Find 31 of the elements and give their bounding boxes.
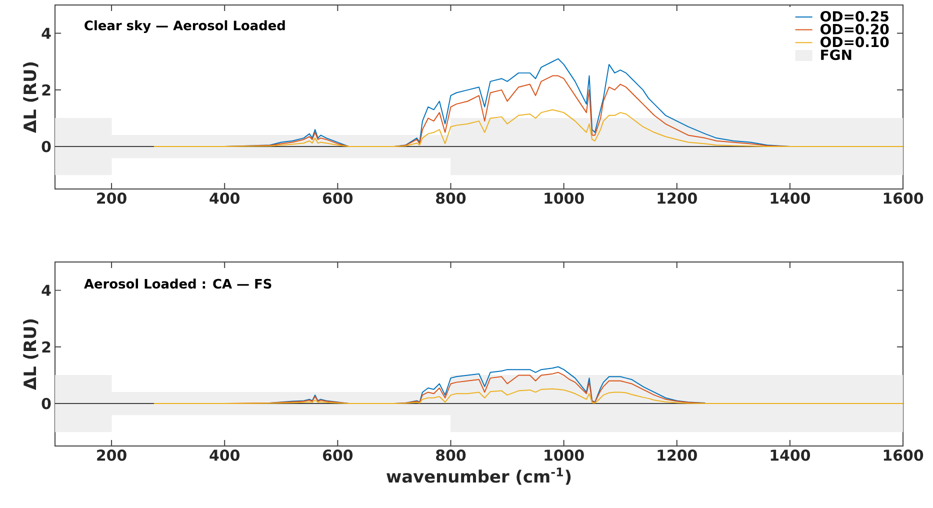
x-tick-label: 1000 [544, 450, 584, 461]
x-tick-label: 200 [97, 450, 126, 461]
x-axis-title: wavenumber (cm$^{-1}$) [386, 468, 571, 485]
legend-label: OD=0.25 [820, 11, 888, 22]
y-tick-label: 4 [42, 28, 51, 39]
legend-label: OD=0.20 [820, 24, 889, 34]
y-axis-title: ΔL (RU) [23, 319, 38, 390]
x-tick-label: 1600 [884, 192, 924, 204]
x-tick-label: 1400 [770, 192, 810, 204]
x-tick-label: 1000 [544, 192, 584, 204]
x-tick-label: 200 [97, 192, 126, 204]
text: Aerosol Loaded : CA — FS [84, 278, 272, 289]
y-tick-label: 2 [42, 84, 50, 96]
y-tick-label: 2 [42, 341, 50, 352]
y-tick-label: 0 [42, 140, 51, 152]
x-tick-label: 1200 [658, 192, 697, 204]
text: Clear sky — Aerosol Loaded [84, 20, 285, 33]
x-tick-label: 800 [436, 450, 466, 461]
x-tick-label: 600 [322, 192, 353, 204]
x-tick-label: 600 [322, 450, 353, 461]
x-tick-label: 400 [210, 192, 240, 204]
legend-label: OD=0.10 [820, 36, 889, 48]
y-tick-label: 0 [42, 398, 51, 410]
y-tick-label: 4 [42, 284, 51, 296]
x-tick-label: 1200 [658, 450, 697, 461]
x-tick-label: 400 [210, 450, 240, 461]
y-axis-title: ΔL (RU) [23, 62, 38, 133]
x-tick-label: 800 [436, 192, 466, 204]
legend-label: FGN [821, 50, 852, 60]
x-tick-label: 1400 [770, 450, 810, 461]
x-tick-label: 1600 [884, 450, 924, 461]
